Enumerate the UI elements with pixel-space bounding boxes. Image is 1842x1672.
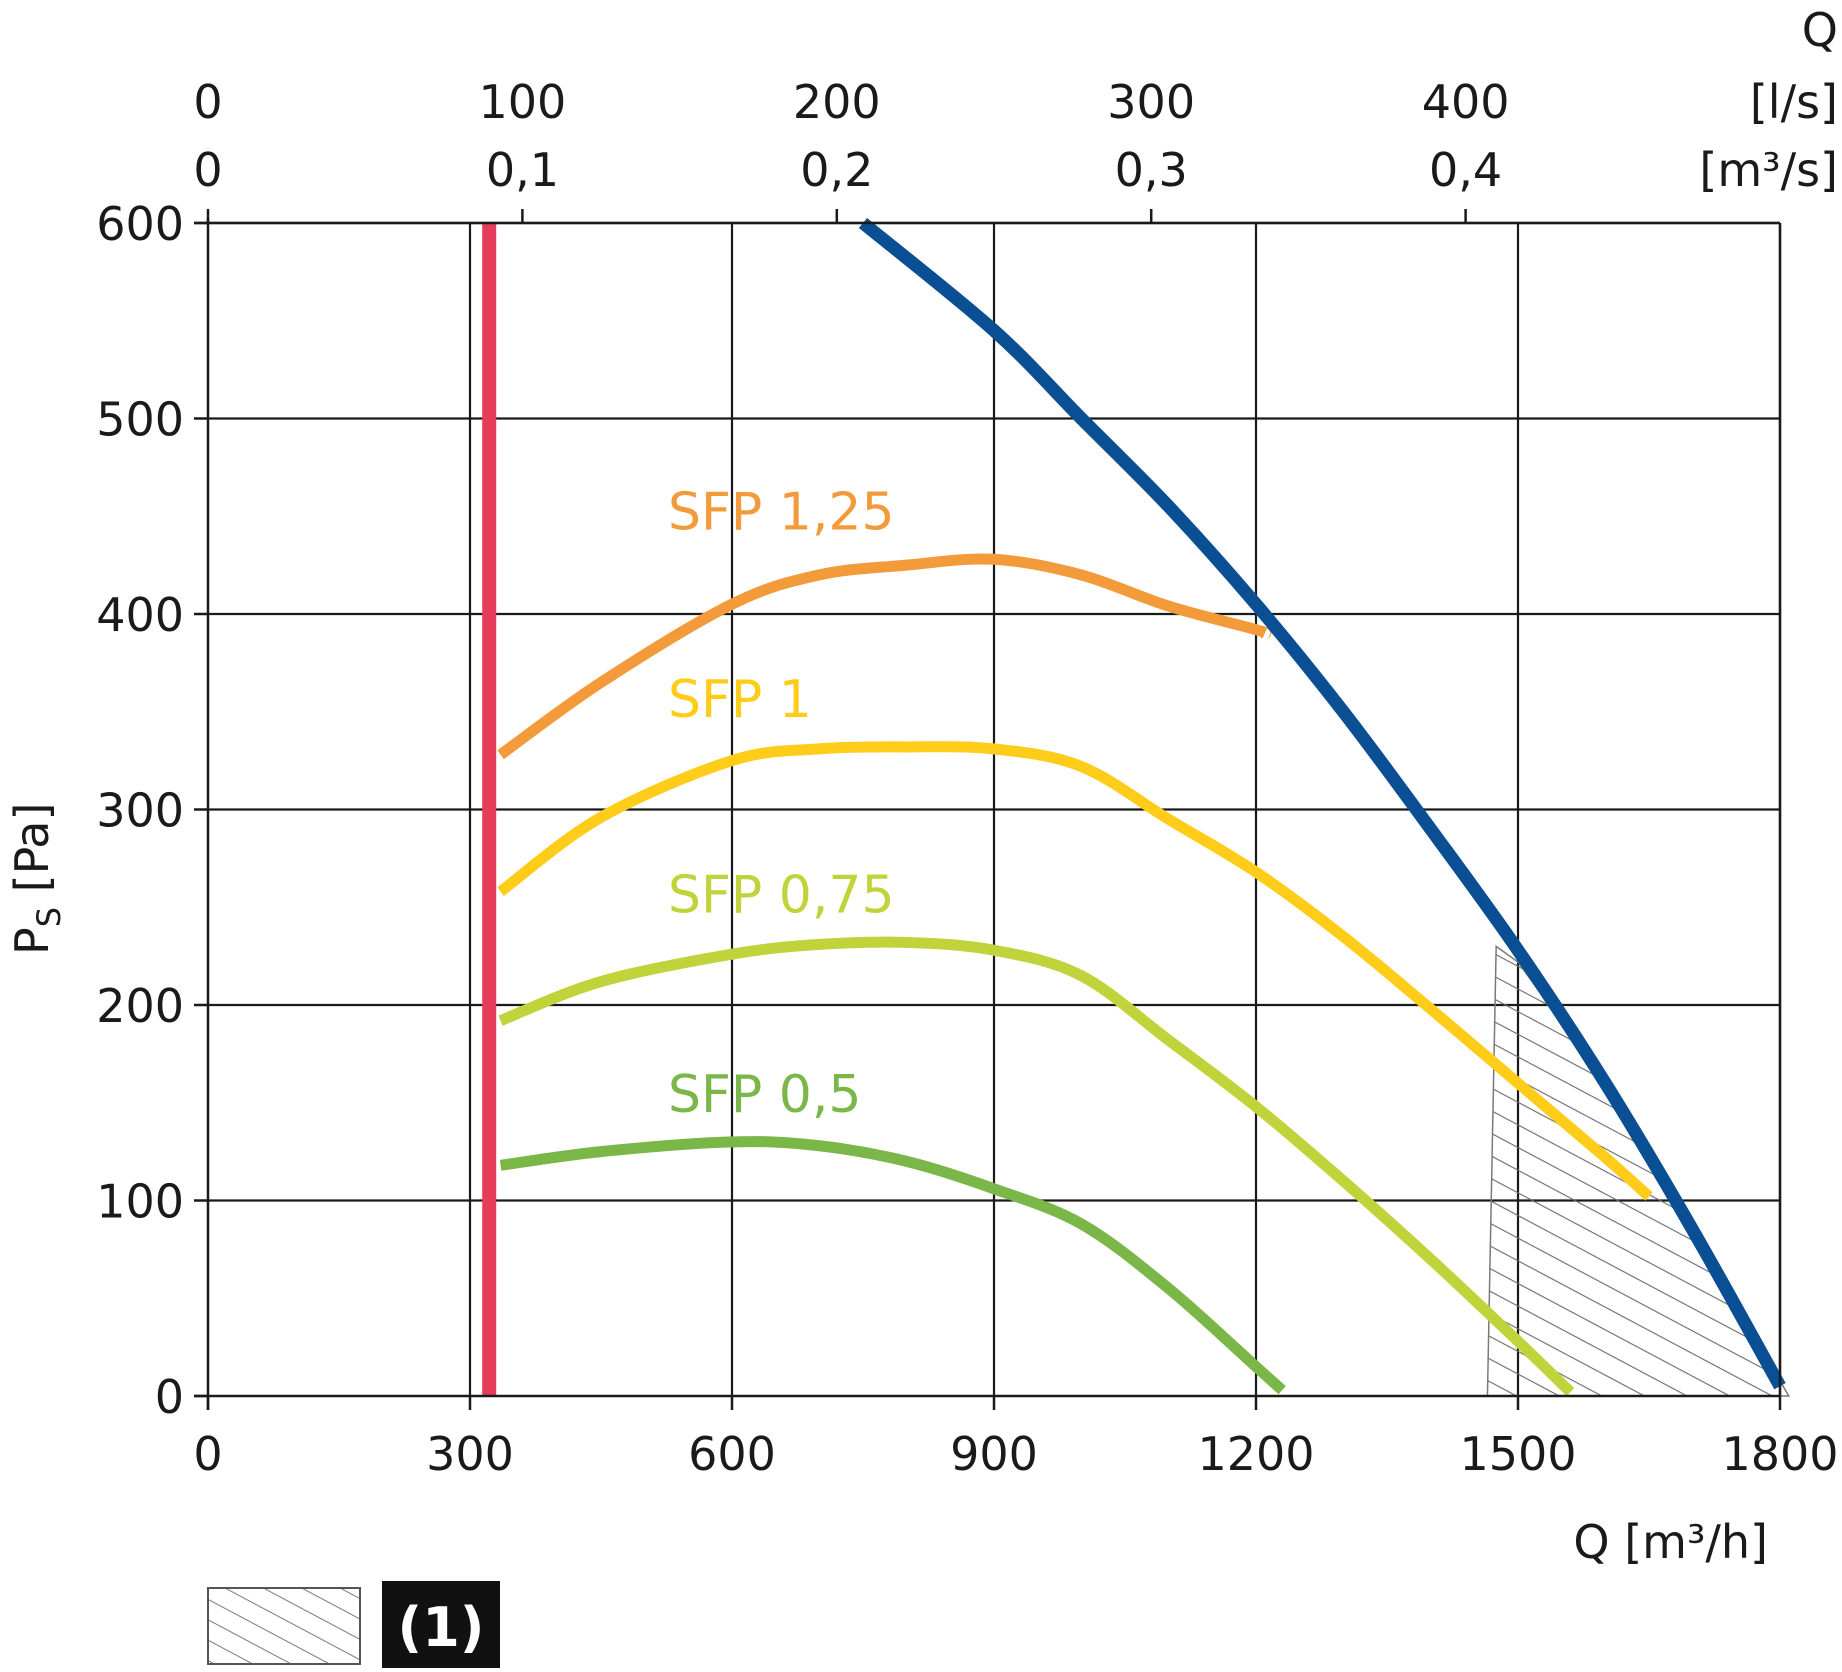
- x-tick-label: 1500: [1459, 1427, 1576, 1481]
- legend-label: (1): [398, 1596, 485, 1659]
- y-axis-title: PS [Pa]: [5, 803, 68, 955]
- series-line-sfp-0-5: [499, 1136, 1286, 1395]
- top-ls-label: 100: [478, 75, 566, 129]
- series-label: SFP 1: [668, 670, 812, 730]
- top-axis-title: Q: [1802, 3, 1838, 57]
- x-tick-label: 1800: [1721, 1427, 1838, 1481]
- top-ls-label: 200: [793, 75, 881, 129]
- y-tick-label: 300: [96, 784, 184, 838]
- top-m3s-label: 0,3: [1115, 143, 1188, 197]
- x-tick-label: 600: [688, 1427, 776, 1481]
- x-tick-label: 0: [193, 1427, 222, 1481]
- x-tick-label: 1200: [1197, 1427, 1314, 1481]
- axes: 0 300 600 900 1200 1500 1800 0 100 200 300 400 500 60…: [96, 75, 1838, 1481]
- top-m3s-label: 0: [193, 143, 222, 197]
- top-m3s-label: 0,4: [1429, 143, 1502, 197]
- series-line-fan-curve: [858, 217, 1786, 1390]
- legend: (1): [207, 1581, 500, 1668]
- y-tick-label: 400: [96, 588, 184, 642]
- y-axis-symbol: P: [5, 927, 59, 955]
- y-tick-label: 200: [96, 979, 184, 1033]
- legend-hatch-swatch: [207, 1587, 361, 1665]
- y-tick-label: 500: [96, 393, 184, 447]
- series-labels: SFP 1,25 SFP 1 SFP 0,75 SFP 0,5: [668, 482, 895, 1125]
- legend-badge: [382, 1581, 500, 1668]
- series-label: SFP 0,75: [668, 865, 895, 925]
- top-m3s-label: 0,1: [486, 143, 559, 197]
- x-tick-label: 300: [426, 1427, 514, 1481]
- top-ls-label: 0: [193, 75, 222, 129]
- series-line-sfp-1-25: [497, 553, 1272, 760]
- svg-text:PS [Pa]: PS [Pa]: [5, 803, 68, 955]
- top-axis-unit-ls: [l/s]: [1750, 75, 1838, 129]
- y-tick-label: 0: [155, 1370, 184, 1424]
- top-m3s-label: 0,2: [800, 143, 873, 197]
- top-axis-unit-m3s: [m³/s]: [1699, 143, 1838, 197]
- y-tick-label: 600: [96, 197, 184, 251]
- top-ls-label: 300: [1107, 75, 1195, 129]
- x-tick-label: 900: [950, 1427, 1038, 1481]
- series-label: SFP 0,5: [668, 1065, 862, 1125]
- top-ls-label: 400: [1422, 75, 1510, 129]
- series-label: SFP 1,25: [668, 482, 895, 542]
- y-axis-unit: [Pa]: [5, 803, 59, 893]
- y-tick-label: 100: [96, 1175, 184, 1229]
- y-axis-subscript: S: [30, 907, 68, 927]
- series-line-sfp-1: [497, 741, 1653, 1201]
- series-lines: [482, 217, 1786, 1397]
- series-line-sfp-0-75: [498, 936, 1575, 1397]
- x-axis-title: Q [m³/h]: [1573, 1515, 1768, 1569]
